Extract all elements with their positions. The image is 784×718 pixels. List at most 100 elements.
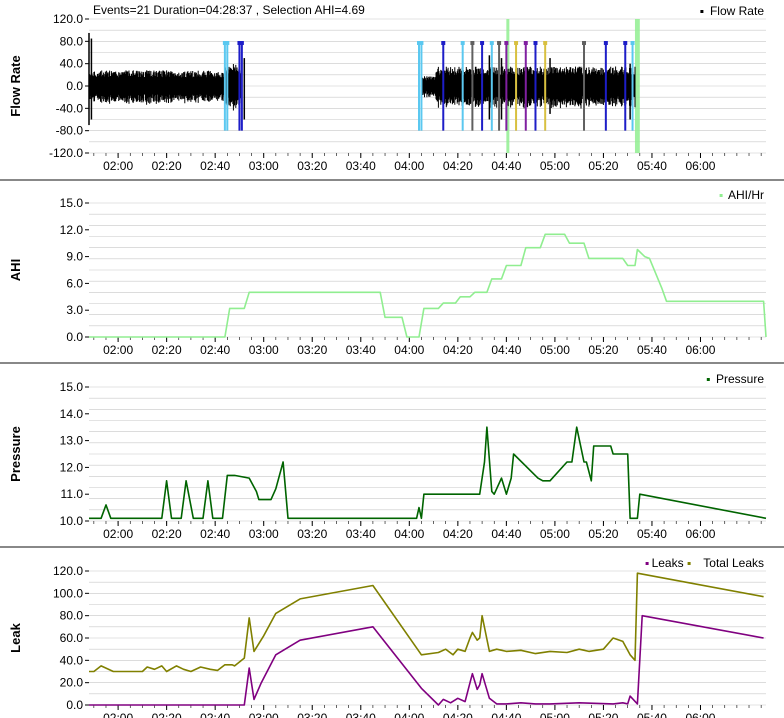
x-tick-label: 05:20	[588, 527, 618, 541]
series-line	[89, 572, 764, 673]
x-tick-label: 04:40	[491, 343, 521, 357]
y-tick-label: 0.0	[66, 79, 83, 93]
x-tick-label: 03:20	[297, 527, 327, 541]
x-tick-label: 06:00	[685, 159, 715, 173]
series-line	[89, 233, 767, 338]
x-tick-label: 02:20	[152, 343, 182, 357]
x-tick-label: 06:00	[685, 527, 715, 541]
x-tick-label: 02:00	[103, 159, 133, 173]
y-tick-label: 13.0	[60, 434, 84, 448]
event-marker-cap	[239, 41, 244, 45]
x-tick-label: 02:20	[152, 159, 182, 173]
x-tick-label: 04:40	[491, 527, 521, 541]
event-marker-cap	[222, 41, 227, 45]
leak-panel: 120.0 100.0 80.0 60.0 40.0 20.0 0.0 Leak 02:00 02…	[0, 546, 784, 718]
x-tick-label: 05:00	[540, 711, 570, 718]
x-tick-label: 06:00	[685, 343, 715, 357]
legend-marker	[706, 378, 710, 381]
x-tick-label: 06:00	[685, 711, 715, 718]
y-tick-label: 120.0	[53, 12, 83, 26]
legend-marker	[719, 194, 723, 197]
x-tick-label: 05:40	[637, 527, 667, 541]
legend-marker	[687, 562, 691, 565]
x-tick-label: 05:00	[540, 159, 570, 173]
y-tick-label: 20.0	[60, 676, 84, 690]
x-tick-label: 02:00	[103, 343, 133, 357]
legend-marker	[645, 562, 649, 565]
y-tick-label: 12.0	[60, 223, 84, 237]
y-axis-label: Pressure	[8, 426, 23, 482]
y-tick-label: -40.0	[56, 101, 84, 115]
series-line	[89, 426, 767, 520]
x-tick-label: 03:00	[249, 527, 279, 541]
x-tick-label: 04:00	[394, 343, 424, 357]
flow-segment	[420, 76, 437, 98]
event-marker-cap	[460, 41, 465, 45]
y-axis-label: Flow Rate	[8, 55, 23, 116]
x-tick-label: 03:40	[346, 159, 376, 173]
event-marker-cap	[533, 41, 538, 45]
selection-band	[634, 19, 640, 153]
x-tick-label: 05:20	[588, 343, 618, 357]
event-marker-cap	[417, 41, 422, 45]
event-marker-cap	[514, 41, 519, 45]
y-tick-label: 6.0	[66, 276, 83, 290]
y-axis-label: AHI	[8, 259, 23, 281]
y-tick-label: 15.0	[60, 380, 84, 394]
ahi-panel: 15.0 12.0 9.0 6.0 3.0 0.0 AHI 02:00 02:20 02:40 03…	[0, 179, 784, 357]
x-tick-label: 02:40	[200, 343, 230, 357]
event-marker-cap	[419, 41, 424, 45]
x-tick-label: 03:00	[249, 711, 279, 718]
x-tick-label: 04:00	[394, 159, 424, 173]
y-tick-label: 10.0	[60, 514, 84, 528]
flow-segment	[88, 70, 226, 105]
x-tick-label: 04:40	[491, 159, 521, 173]
event-marker-cap	[523, 41, 528, 45]
event-marker-cap	[504, 41, 509, 45]
y-tick-label: -80.0	[56, 124, 84, 138]
event-marker-cap	[237, 41, 242, 45]
summary-header: Events=21 Duration=04:28:37 , Selection …	[93, 3, 365, 17]
y-tick-label: 15.0	[60, 196, 84, 210]
event-marker-cap	[470, 41, 475, 45]
y-tick-label: 100.0	[53, 586, 83, 600]
x-tick-label: 04:20	[443, 527, 473, 541]
x-tick-label: 02:00	[103, 527, 133, 541]
y-tick-label: 12.0	[60, 460, 84, 474]
y-tick-label: 9.0	[66, 250, 83, 264]
series-line	[89, 614, 764, 706]
y-tick-label: 80.0	[60, 609, 84, 623]
x-tick-label: 04:20	[443, 343, 473, 357]
pressure-panel: 15.0 14.0 13.0 12.0 11.0 10.0 Pressure 02:00 02:…	[0, 362, 784, 541]
x-tick-label: 04:20	[443, 711, 473, 718]
x-tick-label: 05:40	[637, 343, 667, 357]
y-tick-label: 40.0	[60, 57, 84, 71]
x-tick-label: 05:00	[540, 527, 570, 541]
event-marker-cap	[630, 41, 635, 45]
y-tick-label: 0.0	[66, 330, 83, 344]
x-tick-label: 04:00	[394, 527, 424, 541]
event-marker-cap	[582, 41, 587, 45]
y-tick-label: -120.0	[49, 146, 83, 160]
x-tick-label: 02:40	[200, 527, 230, 541]
legend-label: Total Leaks	[703, 556, 764, 570]
y-tick-label: 60.0	[60, 631, 84, 645]
x-tick-label: 02:20	[152, 711, 182, 718]
x-tick-label: 02:20	[152, 527, 182, 541]
legend-label: Pressure	[716, 372, 764, 386]
x-tick-label: 04:00	[394, 711, 424, 718]
x-tick-label: 05:40	[637, 159, 667, 173]
event-marker-cap	[489, 41, 494, 45]
y-tick-label: 80.0	[60, 34, 84, 48]
x-tick-label: 02:40	[200, 711, 230, 718]
event-marker-cap	[543, 41, 548, 45]
x-tick-label: 05:00	[540, 343, 570, 357]
event-marker-cap	[603, 41, 608, 45]
legend-marker	[700, 10, 704, 13]
y-tick-label: 11.0	[61, 487, 84, 501]
x-tick-label: 03:20	[297, 159, 327, 173]
y-axis-label: Leak	[8, 622, 23, 652]
x-tick-label: 03:40	[346, 343, 376, 357]
y-tick-label: 40.0	[60, 653, 84, 667]
